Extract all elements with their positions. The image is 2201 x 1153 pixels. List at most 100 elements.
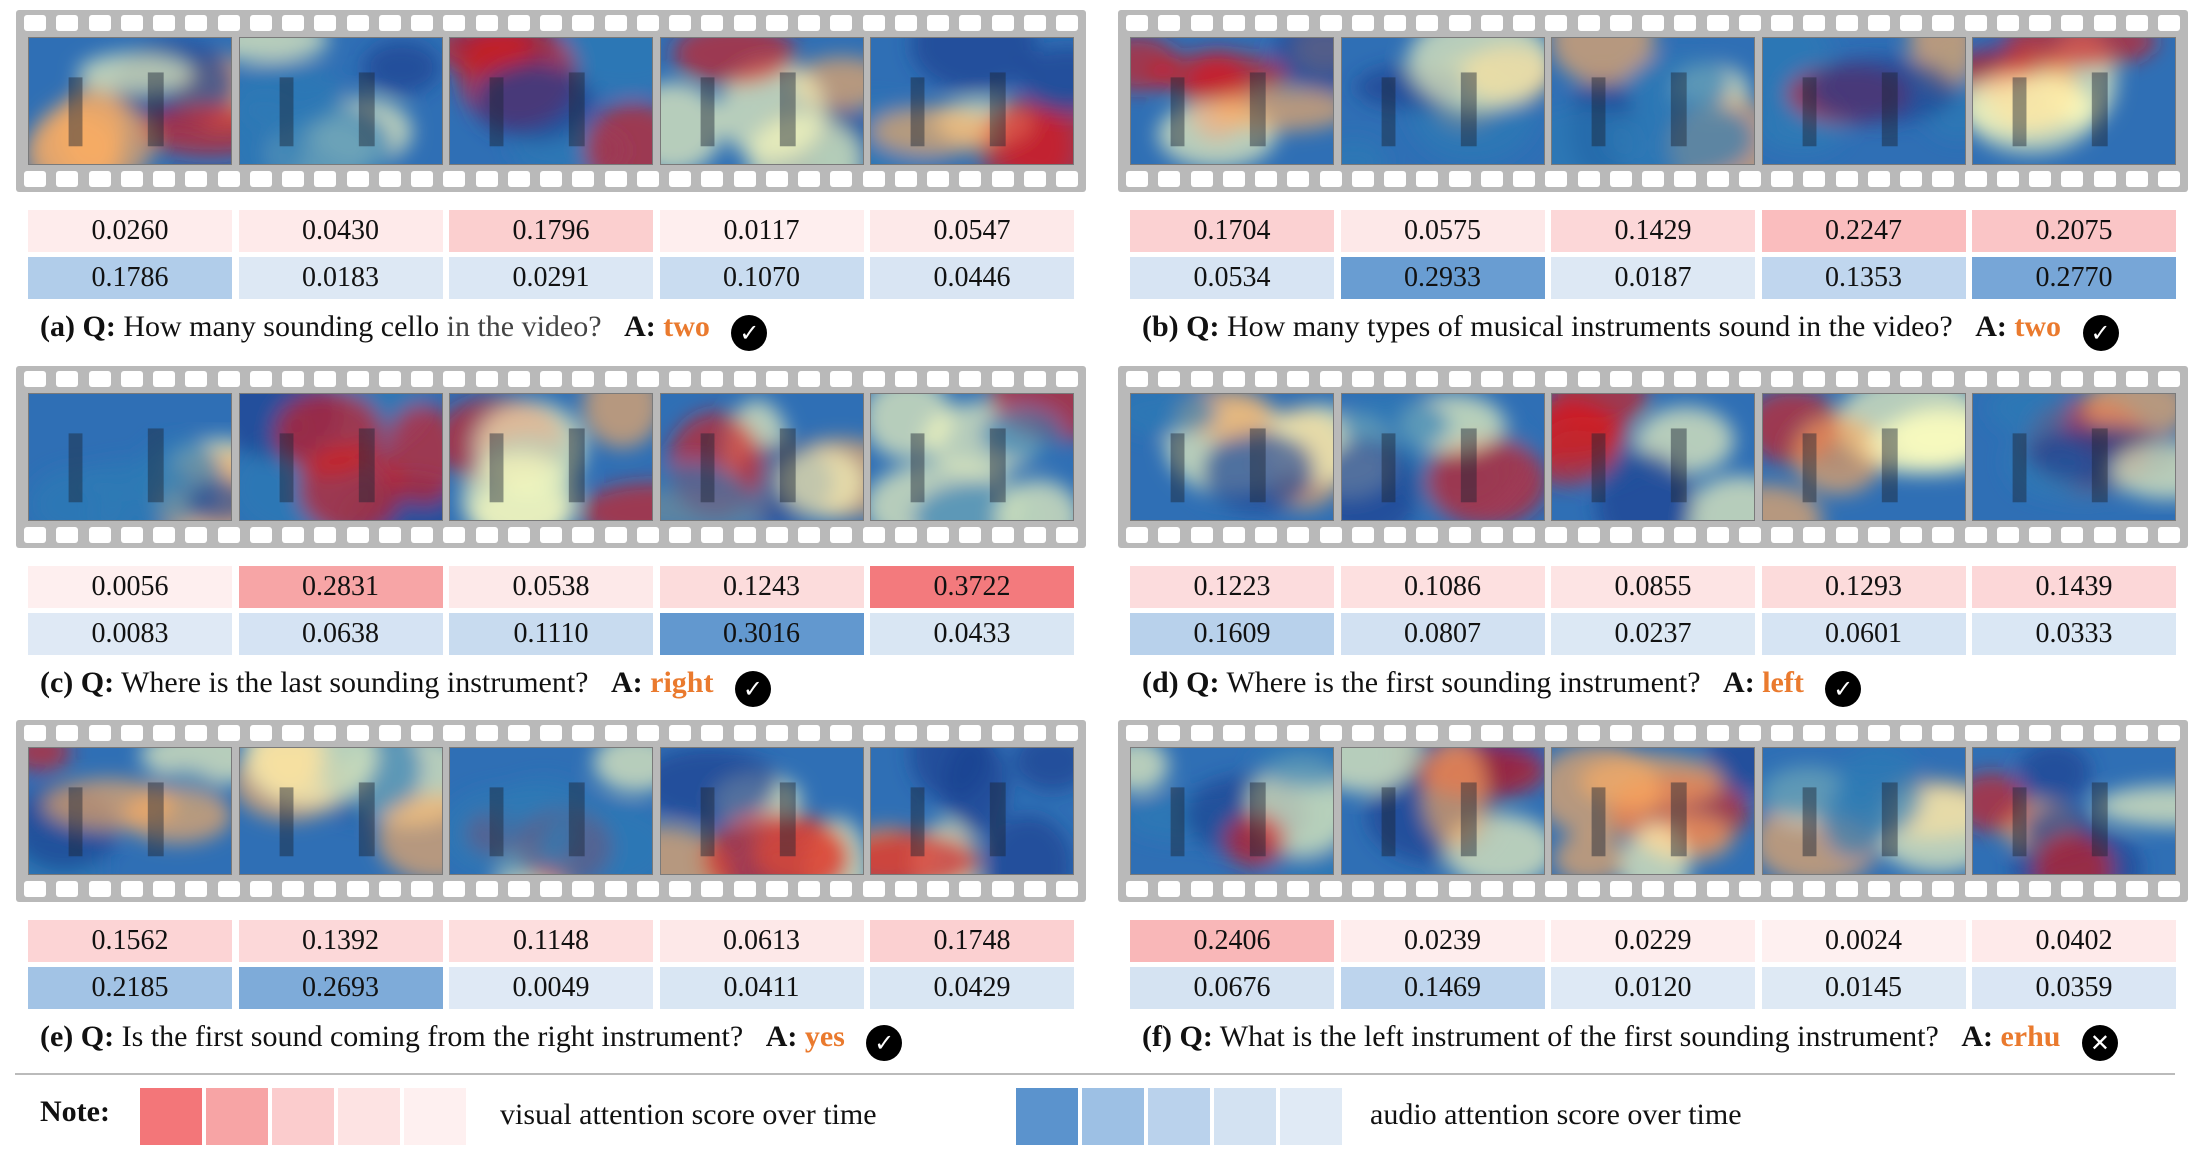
visual-score-cell: 0.0024 <box>1761 920 1966 962</box>
visual-score-row: 0.0056 0.2831 0.0538 0.1243 0.3722 <box>28 566 1074 608</box>
panel-label: (b) <box>1142 310 1179 343</box>
legend-note: Note: visual attention score over time a… <box>0 1080 2201 1150</box>
video-frame-heatmap <box>1340 37 1545 165</box>
visual-score-row: 0.0260 0.0430 0.1796 0.0117 0.0547 <box>28 210 1074 252</box>
video-frame-heatmap <box>28 393 232 521</box>
video-frame-heatmap <box>1551 747 1755 875</box>
question-label: Q: <box>1186 666 1220 699</box>
visual-swatch <box>206 1088 268 1145</box>
visual-score-cell: 0.0855 <box>1551 566 1755 608</box>
audio-score-cell: 0.2770 <box>1972 257 2176 299</box>
panel-label: (e) <box>40 1020 74 1053</box>
check-icon: ✓ <box>2082 315 2119 351</box>
video-frame-heatmap <box>659 393 864 521</box>
audio-score-cell: 0.1070 <box>659 257 864 299</box>
attention-score-table: 0.0056 0.2831 0.0538 0.1243 0.3722 0.0083 0.0… <box>28 566 1074 660</box>
audio-score-cell: 0.0638 <box>238 613 443 655</box>
visual-score-cell: 0.1223 <box>1130 566 1334 608</box>
cross-icon: ✕ <box>2081 1025 2118 1061</box>
attention-score-table: 0.1223 0.1086 0.0855 0.1293 0.1439 0.1609 0.0… <box>1130 566 2176 660</box>
video-frame-heatmap <box>1130 37 1334 165</box>
video-frame-heatmap <box>1551 37 1755 165</box>
visual-score-cell: 0.0547 <box>870 210 1074 252</box>
visual-score-row: 0.1562 0.1392 0.1148 0.0613 0.1748 <box>28 920 1074 962</box>
question-text: How many types of musical instruments so… <box>1227 310 1953 343</box>
visual-score-cell: 0.0117 <box>659 210 864 252</box>
answer-text: yes <box>804 1020 845 1053</box>
check-icon: ✓ <box>731 315 768 351</box>
visual-score-cell: 0.2075 <box>1972 210 2176 252</box>
question-text: Where is the last sounding instrument? <box>121 666 589 699</box>
film-strip <box>16 720 1086 902</box>
audio-score-cell: 0.0676 <box>1130 967 1334 1009</box>
audio-score-cell: 0.0049 <box>449 967 653 1009</box>
video-frame-heatmap <box>449 747 653 875</box>
answer-label: A: <box>1723 666 1755 699</box>
video-frame-heatmap <box>1972 747 2176 875</box>
answer-text: right <box>650 666 714 699</box>
audio-color-scale <box>1016 1088 1346 1145</box>
video-frame-heatmap <box>870 747 1074 875</box>
audio-score-cell: 0.1469 <box>1340 967 1545 1009</box>
film-strip <box>1118 720 2188 902</box>
question-text: Is the first sound coming from the right… <box>121 1020 744 1053</box>
audio-score-cell: 0.1609 <box>1130 613 1334 655</box>
audio-score-cell: 0.3016 <box>659 613 864 655</box>
panel-label: (c) <box>40 666 74 699</box>
figure-panel: 0.0056 0.2831 0.0538 0.1243 0.3722 0.0083 0.0… <box>16 366 1086 707</box>
visual-score-cell: 0.1429 <box>1551 210 1755 252</box>
audio-score-row: 0.0534 0.2933 0.0187 0.1353 0.2770 <box>1130 257 2176 299</box>
audio-score-cell: 0.0446 <box>870 257 1074 299</box>
visual-color-scale <box>140 1088 470 1145</box>
audio-score-cell: 0.0237 <box>1551 613 1755 655</box>
check-icon: ✓ <box>1825 671 1862 707</box>
film-strip <box>16 10 1086 192</box>
visual-score-row: 0.1223 0.1086 0.0855 0.1293 0.1439 <box>1130 566 2176 608</box>
panel-caption: (b) Q: How many types of musical instrum… <box>1142 310 2119 351</box>
audio-score-cell: 0.0145 <box>1761 967 1966 1009</box>
visual-score-row: 0.2406 0.0239 0.0229 0.0024 0.0402 <box>1130 920 2176 962</box>
audio-score-cell: 0.1110 <box>449 613 653 655</box>
audio-score-row: 0.1609 0.0807 0.0237 0.0601 0.0333 <box>1130 613 2176 655</box>
panel-caption: (c) Q: Where is the last sounding instru… <box>40 666 771 707</box>
visual-score-cell: 0.1796 <box>449 210 653 252</box>
audio-score-cell: 0.0411 <box>659 967 864 1009</box>
panel-label: (f) <box>1142 1020 1172 1053</box>
answer-label: A: <box>1961 1020 1993 1053</box>
visual-score-cell: 0.1748 <box>870 920 1074 962</box>
video-frame-heatmap <box>238 393 443 521</box>
video-frame-heatmap <box>1340 393 1545 521</box>
audio-score-cell: 0.0333 <box>1972 613 2176 655</box>
figure-panel: 0.2406 0.0239 0.0229 0.0024 0.0402 0.0676 0.1… <box>1118 720 2188 1061</box>
audio-score-cell: 0.2933 <box>1340 257 1545 299</box>
question-tail: in the video? <box>446 310 602 343</box>
film-strip <box>16 366 1086 548</box>
visual-score-cell: 0.2247 <box>1761 210 1966 252</box>
visual-swatch <box>338 1088 400 1145</box>
audio-swatch <box>1082 1088 1144 1145</box>
video-frame-heatmap <box>1130 393 1334 521</box>
figure-panel: 0.1223 0.1086 0.0855 0.1293 0.1439 0.1609 0.0… <box>1118 366 2188 707</box>
visual-swatch <box>272 1088 334 1145</box>
audio-score-cell: 0.0120 <box>1551 967 1755 1009</box>
audio-score-cell: 0.0429 <box>870 967 1074 1009</box>
panel-caption: (f) Q: What is the left instrument of th… <box>1142 1020 2118 1061</box>
video-frame-heatmap <box>238 37 443 165</box>
video-frame-heatmap <box>1761 747 1966 875</box>
audio-score-cell: 0.0291 <box>449 257 653 299</box>
attention-score-table: 0.2406 0.0239 0.0229 0.0024 0.0402 0.0676 0.1… <box>1130 920 2176 1014</box>
attention-score-table: 0.1562 0.1392 0.1148 0.0613 0.1748 0.2185 0.2… <box>28 920 1074 1014</box>
check-icon: ✓ <box>734 671 771 707</box>
visual-score-cell: 0.3722 <box>870 566 1074 608</box>
check-icon: ✓ <box>866 1025 903 1061</box>
question-text: Where is the first sounding instrument? <box>1226 666 1701 699</box>
audio-swatch <box>1214 1088 1276 1145</box>
video-frame-heatmap <box>449 393 653 521</box>
video-frame-heatmap <box>1761 393 1966 521</box>
visual-score-row: 0.1704 0.0575 0.1429 0.2247 0.2075 <box>1130 210 2176 252</box>
audio-score-cell: 0.1353 <box>1761 257 1966 299</box>
video-frame-heatmap <box>1761 37 1966 165</box>
visual-score-cell: 0.0613 <box>659 920 864 962</box>
answer-label: A: <box>765 1020 798 1053</box>
visual-score-cell: 0.2406 <box>1130 920 1334 962</box>
